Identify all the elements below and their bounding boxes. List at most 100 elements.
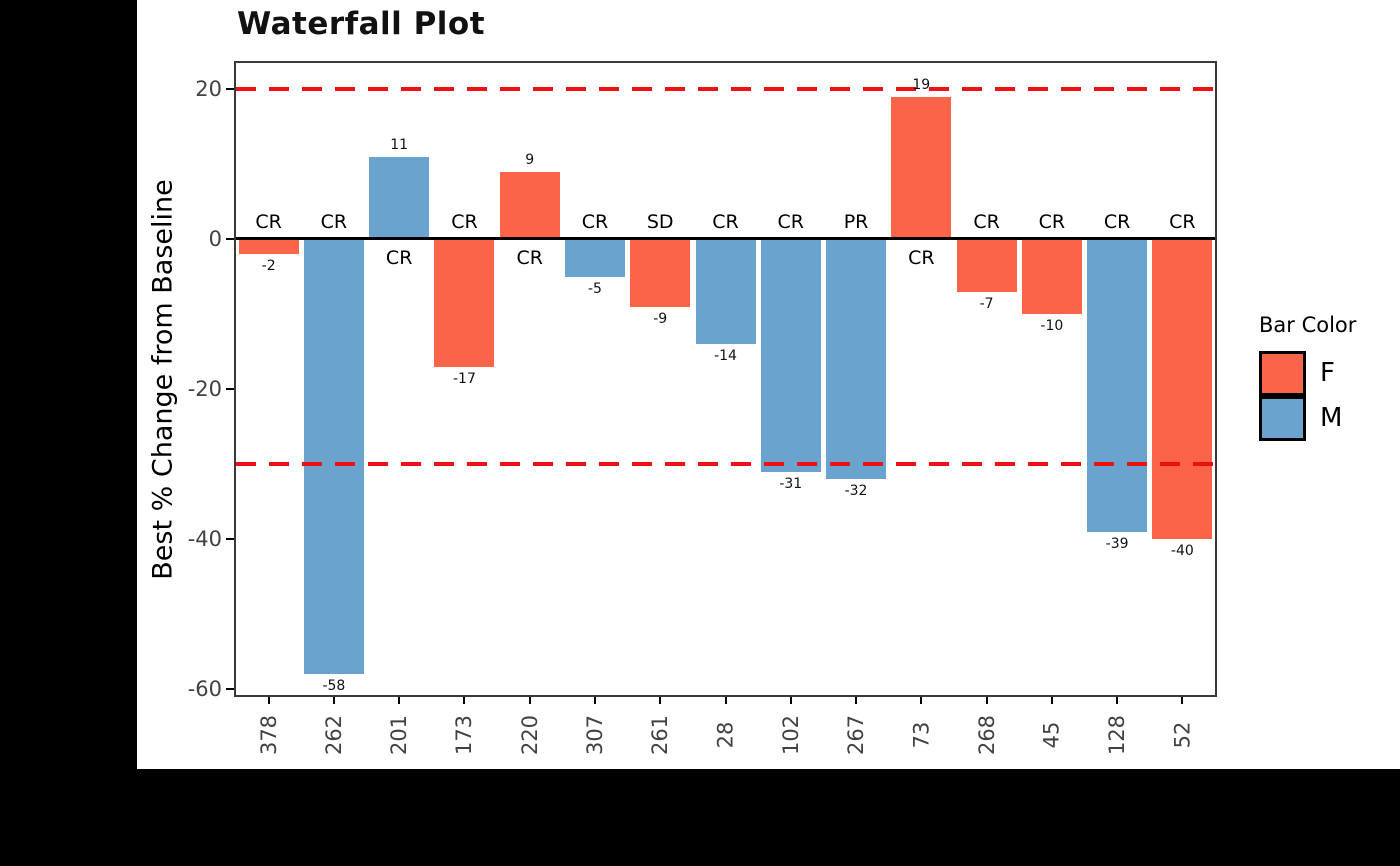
x-tick-mark [789, 697, 792, 704]
bar-value-label: -31 [779, 475, 803, 492]
bar [1021, 239, 1082, 314]
response-label: CR [385, 247, 413, 269]
y-tick-label: 0 [208, 227, 222, 251]
y-tick-label: 20 [195, 77, 222, 101]
x-tick-label-text: 201 [387, 714, 412, 756]
x-tick-mark [920, 697, 923, 704]
x-tick-label: 128 [1085, 706, 1149, 764]
x-tick-mark [528, 697, 531, 704]
zero-baseline [236, 237, 1215, 240]
response-label: CR [908, 247, 935, 269]
legend-label-m: M [1320, 403, 1343, 433]
bar-value-label: -58 [322, 678, 346, 694]
legend-entry-f: F [1253, 351, 1356, 396]
x-tick-label: 378 [237, 706, 301, 764]
x-tick-mark [855, 697, 858, 704]
bar [303, 239, 364, 674]
bar [564, 239, 625, 277]
x-tick-label-text: 45 [1039, 721, 1064, 749]
x-tick-label-text: 378 [256, 714, 281, 756]
bar-value-label: -10 [1040, 318, 1064, 334]
response-label: CR [712, 211, 739, 233]
bar-value-label: 11 [390, 136, 409, 153]
legend-label-f: F [1320, 358, 1335, 388]
x-tick-label: 45 [1020, 706, 1084, 764]
legend-entry-m: M [1253, 396, 1356, 441]
bar-value-label: -5 [587, 280, 602, 297]
x-tick-label: 220 [498, 706, 562, 764]
x-tick-label: 102 [759, 706, 823, 764]
y-tick-mark [226, 688, 234, 690]
bar [826, 239, 887, 479]
x-tick-mark [1181, 697, 1184, 704]
response-label: CR [1103, 211, 1131, 233]
x-tick-mark [593, 697, 596, 704]
bar-value-label: -40 [1170, 543, 1194, 559]
response-label: CR [973, 211, 1000, 233]
bar [630, 239, 691, 307]
x-tick-mark [267, 697, 270, 704]
response-label: CR [777, 211, 804, 233]
response-label: CR [581, 211, 609, 233]
bar [499, 171, 560, 239]
x-tick-mark [332, 697, 335, 704]
x-tick-mark [463, 697, 466, 704]
bar [891, 96, 952, 239]
bar [369, 156, 430, 239]
y-tick-mark [226, 388, 234, 390]
response-label: PR [843, 211, 869, 233]
bar [1152, 239, 1213, 539]
reference-line-lower [236, 462, 1215, 466]
legend-swatch-m [1259, 396, 1306, 441]
x-tick-label-text: 262 [321, 714, 346, 756]
response-label: CR [516, 247, 543, 269]
x-tick-label: 268 [955, 706, 1019, 764]
bar [434, 239, 495, 367]
y-tick-mark [226, 538, 234, 540]
x-tick-mark [659, 697, 662, 704]
x-tick-label-text: 28 [713, 721, 738, 749]
response-label: CR [1169, 211, 1196, 233]
x-tick-label-text: 267 [844, 714, 869, 756]
x-tick-label: 201 [367, 706, 431, 764]
x-tick-label-text: 268 [974, 714, 999, 756]
x-tick-label-text: 307 [582, 714, 607, 756]
x-tick-label-text: 128 [1105, 714, 1130, 756]
bar-value-label: -14 [714, 348, 737, 364]
bar-value-label: -7 [979, 295, 994, 312]
x-tick-mark [1116, 697, 1119, 704]
response-label: CR [451, 211, 478, 233]
y-tick-label: -60 [187, 677, 222, 701]
response-label: CR [255, 211, 282, 233]
x-tick-label-text: 261 [648, 714, 673, 756]
y-tick-label: -40 [187, 527, 222, 551]
plot-area: -2 CR -58 CR 11 CR -17 CR 9 CR -5 CR -9 SD -14 CR -31 CR -… [234, 61, 1217, 697]
y-tick-mark [226, 88, 234, 90]
response-label: CR [1038, 211, 1066, 233]
legend-swatch-f [1259, 351, 1306, 396]
bar-value-label: 9 [525, 151, 535, 168]
x-tick-label: 73 [889, 706, 953, 764]
x-tick-mark [724, 697, 727, 704]
x-tick-label: 307 [563, 706, 627, 764]
chart-title: Waterfall Plot [237, 6, 486, 42]
x-tick-mark [398, 697, 401, 704]
legend: Bar Color F M [1253, 313, 1356, 441]
x-tick-mark [1050, 697, 1053, 704]
bar [238, 239, 299, 254]
bar-value-label: 19 [912, 76, 931, 93]
response-label: CR [320, 211, 348, 233]
y-tick-label: -20 [187, 377, 222, 401]
x-tick-label: 267 [824, 706, 888, 764]
response-label: SD [646, 211, 674, 233]
x-tick-label-text: 102 [778, 714, 803, 756]
bar-value-label: -9 [653, 310, 668, 327]
bar-value-label: -32 [844, 483, 868, 499]
x-tick-label: 52 [1150, 706, 1214, 764]
x-tick-label-text: 73 [909, 721, 934, 749]
x-tick-label: 262 [302, 706, 366, 764]
bar [760, 239, 821, 472]
bar [1087, 239, 1148, 532]
x-tick-label-text: 52 [1170, 721, 1195, 749]
x-tick-label: 173 [432, 706, 496, 764]
